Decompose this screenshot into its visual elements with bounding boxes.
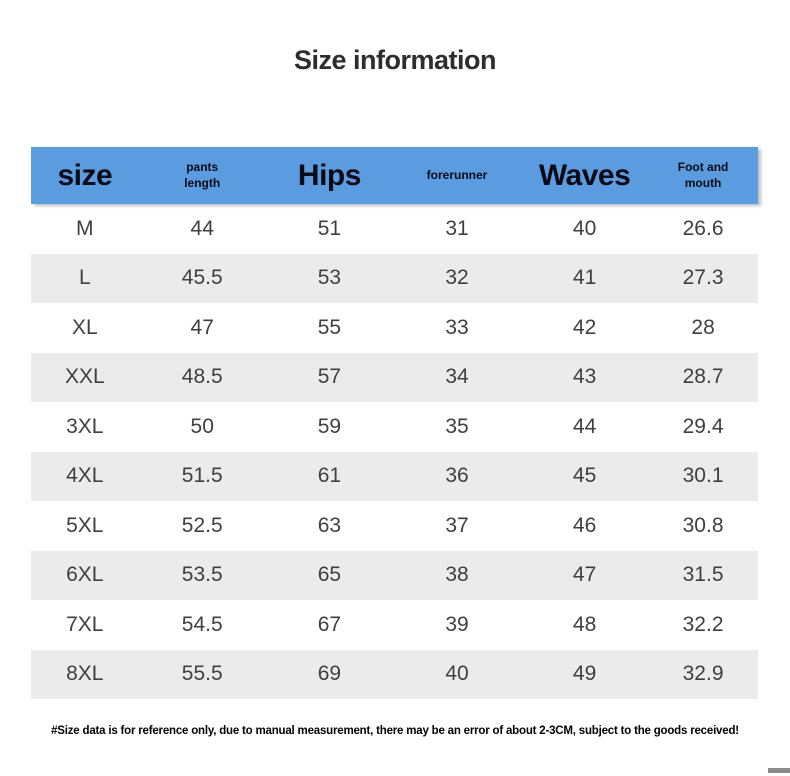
measurement-value: 44 xyxy=(190,216,214,240)
measurement-value: 35 xyxy=(445,414,469,438)
measurement-value: 50 xyxy=(190,414,214,438)
table-row-xxl: XXL 48.5 57 34 43 28.7 xyxy=(31,352,758,402)
column-header-label: Foot and mouth xyxy=(677,159,729,190)
measurement-value: 42 xyxy=(572,315,597,339)
measurement-value: 36 xyxy=(445,464,469,488)
measurement-value: 55.5 xyxy=(181,662,223,686)
measurement-value: 61 xyxy=(317,464,342,488)
measurement-value: 28.7 xyxy=(682,365,724,389)
measurement-value: 40 xyxy=(572,216,597,240)
size-label: 8XL xyxy=(66,662,104,686)
table-row-3xl: 3XL 50 59 35 44 29.4 xyxy=(31,402,758,452)
size-label: 4XL xyxy=(66,464,104,488)
column-header-pants-length: pants length xyxy=(139,147,266,204)
size-label: 7XL xyxy=(66,612,104,636)
size-label: 6XL xyxy=(66,563,104,587)
size-label: M xyxy=(76,216,94,240)
size-table-header-row: size pants length Hips forerunner Waves Foot … xyxy=(31,147,758,204)
table-row-4xl: 4XL 51.5 61 36 45 30.1 xyxy=(31,451,758,501)
measurement-value: 31 xyxy=(445,216,469,240)
measurement-value: 26.6 xyxy=(682,216,724,240)
measurement-value: 32.2 xyxy=(682,612,724,636)
measurement-value: 39 xyxy=(445,612,469,636)
size-table: size pants length Hips forerunner Waves Foot … xyxy=(31,147,758,699)
size-table-body: M 44 51 31 40 26.6 L 45.5 53 32 41 27.3 XL 47 55 33 42 28… xyxy=(31,204,758,699)
horizontal-scrollbar-thumb[interactable] xyxy=(768,768,790,773)
measurement-value: 44 xyxy=(572,414,597,438)
measurement-value: 55 xyxy=(317,315,342,339)
size-label: XXL xyxy=(64,365,105,389)
size-disclaimer-note: #Size data is for reference only, due to… xyxy=(51,725,739,737)
table-row-8xl: 8XL 55.5 69 40 49 32.9 xyxy=(31,649,758,699)
measurement-value: 51.5 xyxy=(181,464,223,488)
measurement-value: 52.5 xyxy=(181,513,223,537)
size-label: 5XL xyxy=(66,513,104,537)
measurement-value: 45 xyxy=(572,464,597,488)
column-header-waves: Waves xyxy=(521,147,648,204)
table-row-l: L 45.5 53 32 41 27.3 xyxy=(31,253,758,303)
measurement-value: 41 xyxy=(572,266,597,290)
measurement-value: 69 xyxy=(317,662,342,686)
measurement-value: 32.9 xyxy=(682,662,724,686)
column-header-label: Waves xyxy=(538,158,631,192)
table-row-6xl: 6XL 53.5 65 38 47 31.5 xyxy=(31,550,758,600)
measurement-value: 30.1 xyxy=(682,464,724,488)
measurement-value: 31.5 xyxy=(682,563,724,587)
measurement-value: 38 xyxy=(445,563,469,587)
measurement-value: 53 xyxy=(317,266,342,290)
size-label: L xyxy=(78,266,91,290)
size-label: XL xyxy=(71,315,98,339)
measurement-value: 63 xyxy=(317,513,342,537)
measurement-value: 59 xyxy=(317,414,342,438)
column-header-foot-and-mouth: Foot and mouth xyxy=(648,147,758,204)
table-row-7xl: 7XL 54.5 67 39 48 32.2 xyxy=(31,600,758,650)
column-header-label: forerunner xyxy=(426,167,488,182)
table-row-m: M 44 51 31 40 26.6 xyxy=(31,204,758,254)
column-header-hips: Hips xyxy=(266,147,393,204)
page-title: Size information xyxy=(293,45,497,75)
table-row-xl: XL 47 55 33 42 28 xyxy=(31,303,758,353)
size-label: 3XL xyxy=(66,414,104,438)
column-header-label: pants length xyxy=(184,159,221,190)
measurement-value: 48.5 xyxy=(181,365,223,389)
table-row-5xl: 5XL 52.5 63 37 46 30.8 xyxy=(31,501,758,551)
measurement-value: 57 xyxy=(317,365,342,389)
measurement-value: 49 xyxy=(572,662,597,686)
column-header-forerunner: forerunner xyxy=(393,147,521,204)
measurement-value: 65 xyxy=(317,563,342,587)
column-header-size: size xyxy=(31,147,139,204)
measurement-value: 67 xyxy=(317,612,342,636)
measurement-value: 54.5 xyxy=(181,612,223,636)
measurement-value: 40 xyxy=(445,662,469,686)
measurement-value: 33 xyxy=(445,315,469,339)
measurement-value: 48 xyxy=(572,612,597,636)
column-header-label: size xyxy=(57,158,113,192)
measurement-value: 51 xyxy=(317,216,342,240)
measurement-value: 46 xyxy=(572,513,597,537)
measurement-value: 34 xyxy=(445,365,469,389)
measurement-value: 37 xyxy=(445,513,469,537)
measurement-value: 30.8 xyxy=(682,513,724,537)
measurement-value: 28 xyxy=(691,315,715,339)
measurement-value: 47 xyxy=(190,315,214,339)
measurement-value: 43 xyxy=(572,365,597,389)
measurement-value: 47 xyxy=(572,563,597,587)
measurement-value: 29.4 xyxy=(682,414,724,438)
measurement-value: 32 xyxy=(445,266,469,290)
measurement-value: 45.5 xyxy=(181,266,223,290)
measurement-value: 27.3 xyxy=(682,266,724,290)
measurement-value: 53.5 xyxy=(181,563,223,587)
column-header-label: Hips xyxy=(297,158,362,192)
